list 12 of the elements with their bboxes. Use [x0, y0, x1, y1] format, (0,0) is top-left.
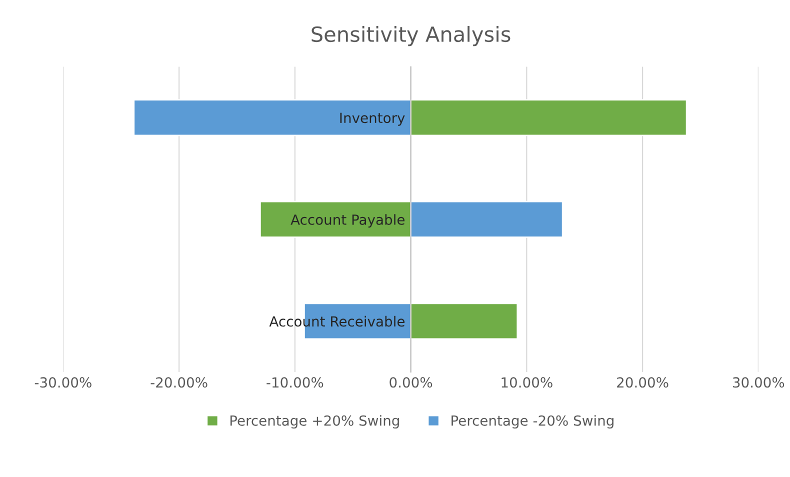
y-tick-label: Account Payable — [290, 214, 405, 228]
x-tick-label: 30.00% — [732, 377, 784, 388]
x-tick-label: -30.00% — [34, 377, 92, 388]
x-tick-label: 10.00% — [502, 377, 552, 388]
x-tick-label: 0.00% — [390, 377, 432, 388]
legend-label: Percentage +20% Swing — [230, 415, 399, 429]
chart-title: Sensitivity Analysis — [312, 26, 510, 46]
x-tick-label: -10.00% — [266, 377, 324, 388]
legend-label: Percentage -20% Swing — [452, 415, 614, 429]
x-tick-label: -20.00% — [150, 377, 208, 388]
x-tick-label: 20.00% — [617, 377, 668, 388]
y-tick-label: Inventory — [340, 112, 405, 126]
